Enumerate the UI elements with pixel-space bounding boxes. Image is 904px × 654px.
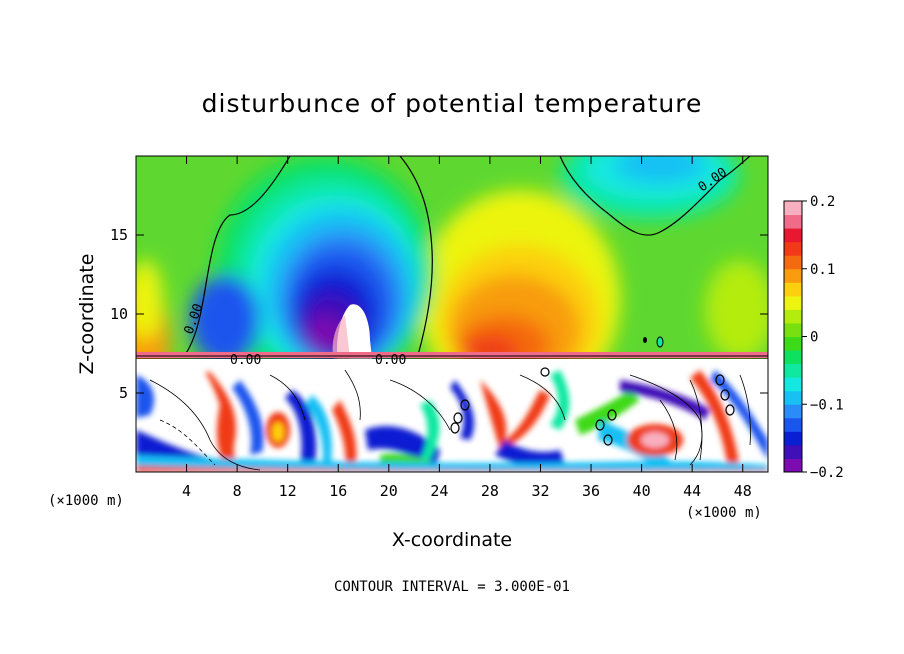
y-tick-label: 15 bbox=[110, 226, 128, 244]
colorbar-segment bbox=[784, 282, 802, 297]
colorbar-segment bbox=[784, 390, 802, 405]
chart-title: disturbunce of potential temperature bbox=[202, 89, 703, 118]
colorbar-segment bbox=[784, 322, 802, 337]
upper-field bbox=[136, 156, 768, 359]
contour-interval-note: CONTOUR INTERVAL = 3.000E-01 bbox=[334, 579, 570, 595]
colorbar-segment bbox=[784, 214, 802, 229]
x-tick-label: 20 bbox=[380, 482, 398, 500]
colorbar-tick-label: 0.2 bbox=[810, 194, 835, 210]
colorbar-segment bbox=[784, 350, 802, 365]
x-tick-label: 4 bbox=[182, 482, 191, 500]
colorbar-tick-label: 0 bbox=[810, 330, 818, 346]
contour-label: 0.00 bbox=[375, 353, 406, 368]
colorbar: 0.2 0.1 0 −0.1 −0.2 bbox=[783, 194, 844, 481]
colorbar-segment bbox=[784, 295, 802, 310]
x-tick-label: 32 bbox=[531, 482, 549, 500]
x-axis: 4 8 12 16 20 24 28 32 36 40 44 48 bbox=[182, 156, 752, 500]
x-tick-label: 44 bbox=[683, 482, 701, 500]
colorbar-segment bbox=[784, 431, 802, 446]
y-tick-label: 5 bbox=[119, 384, 128, 402]
colorbar-tick-label: −0.2 bbox=[810, 465, 844, 481]
colorbar-segment bbox=[784, 404, 802, 419]
colorbar-segment bbox=[784, 241, 802, 256]
colorbar-segment bbox=[784, 255, 802, 270]
x-tick-label: 12 bbox=[279, 482, 297, 500]
y-axis: 5 10 15 bbox=[110, 226, 768, 402]
y-tick-label: 10 bbox=[110, 305, 128, 323]
contour-label: 0.00 bbox=[230, 353, 261, 368]
colorbar-segment bbox=[784, 201, 802, 216]
colorbar-segment bbox=[784, 444, 802, 459]
x-unit-label-left: (×1000 m) bbox=[48, 493, 124, 509]
x-tick-label: 28 bbox=[481, 482, 499, 500]
y-axis-label: Z-coordinate bbox=[76, 254, 98, 375]
colorbar-segment bbox=[784, 363, 802, 378]
x-tick-label: 48 bbox=[734, 482, 752, 500]
colorbar-segment bbox=[784, 309, 802, 324]
colorbar-tick-label: 0.1 bbox=[810, 262, 835, 278]
colorbar-segment bbox=[784, 417, 802, 432]
colorbar-segment bbox=[784, 336, 802, 351]
x-unit-label-right: (×1000 m) bbox=[686, 505, 762, 521]
plot-area bbox=[136, 156, 768, 472]
x-tick-label: 40 bbox=[633, 482, 651, 500]
lower-field bbox=[136, 359, 768, 472]
x-tick-label: 8 bbox=[233, 482, 242, 500]
colorbar-tick-label: −0.1 bbox=[810, 397, 844, 413]
x-axis-label: X-coordinate bbox=[392, 529, 512, 551]
colorbar-segment bbox=[784, 458, 802, 473]
colorbar-segment bbox=[784, 268, 802, 283]
x-tick-label: 24 bbox=[430, 482, 448, 500]
x-tick-label: 16 bbox=[329, 482, 347, 500]
colorbar-segment bbox=[784, 377, 802, 392]
x-tick-label: 36 bbox=[582, 482, 600, 500]
colorbar-segment bbox=[784, 228, 802, 243]
